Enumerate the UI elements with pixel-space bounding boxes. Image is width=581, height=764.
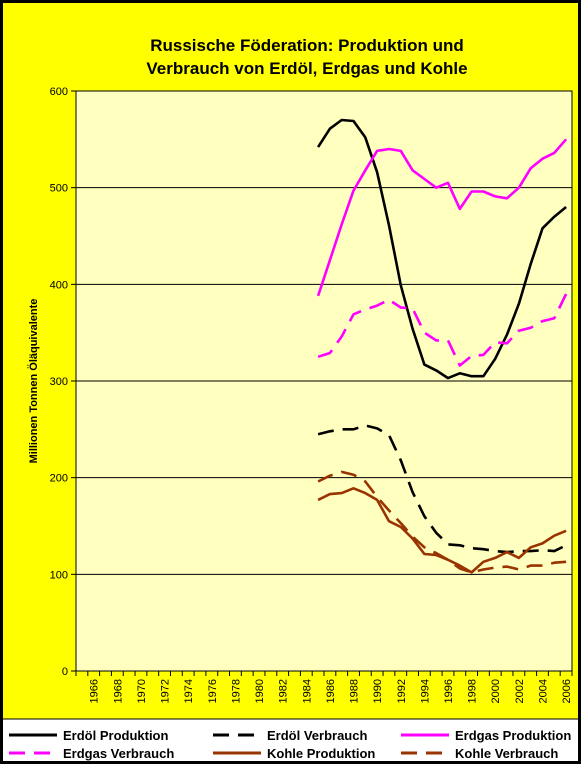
y-tick-label: 600	[50, 86, 68, 98]
x-tick-label: 1972	[160, 679, 172, 703]
x-tick-label: 1988	[349, 679, 361, 703]
x-tick-label: 1968	[112, 679, 124, 703]
x-tick-label: 2006	[561, 679, 573, 703]
series-line	[316, 138, 568, 297]
y-tick-label: 400	[50, 279, 68, 291]
y-tick-label: 200	[50, 473, 68, 485]
x-tick-label: 2000	[490, 679, 502, 703]
legend-label: Erdöl Verbrauch	[267, 728, 367, 743]
legend-box	[3, 719, 578, 761]
x-tick-label: 2004	[537, 679, 549, 703]
legend-label: Erdgas Verbrauch	[63, 746, 174, 761]
y-tick-label: 500	[50, 183, 68, 195]
legend-label: Erdgas Produktion	[455, 728, 571, 743]
chart-svg: Russische Föderation: Produktion und Ver…	[3, 36, 578, 761]
y-tick-label: 300	[50, 376, 68, 388]
y-tick-label: 100	[50, 569, 68, 581]
x-tick-label: 1996	[443, 679, 455, 703]
chart-title-line-1: Russische Föderation: Produktion und	[150, 36, 464, 55]
x-tick-label: 1974	[183, 679, 195, 703]
x-tick-label: 1994	[419, 679, 431, 703]
chart-title-line-2: Verbrauch von Erdöl, Erdgas und Kohle	[146, 59, 467, 78]
series-line	[317, 470, 567, 574]
x-tick-label: 1998	[467, 679, 479, 703]
x-tick-label: 1978	[230, 679, 242, 703]
y-tick-label: 0	[62, 666, 68, 678]
x-tick-label: 1982	[278, 679, 290, 703]
x-tick-label: 1970	[136, 679, 148, 703]
series-line	[317, 118, 567, 380]
x-tick-label: 1976	[207, 679, 219, 703]
x-tick-label: 1990	[372, 679, 384, 703]
x-tick-label: 1980	[254, 679, 266, 703]
x-tick-label: 1986	[325, 679, 337, 703]
x-tick-label: 1966	[89, 679, 101, 703]
series-lines	[316, 118, 568, 574]
legend: Erdöl Produktion Erdöl Verbrauch Erdgas Pr…	[9, 728, 571, 761]
legend-label: Kohle Verbrauch	[455, 746, 558, 761]
legend-label: Erdöl Produktion	[63, 728, 169, 743]
x-axis: 1966 1968 1970 1972 1974 1976 1978 1980 1982 1984…	[75, 671, 573, 703]
legend-label: Kohle Produktion	[267, 746, 375, 761]
x-tick-label: 2002	[514, 679, 526, 703]
y-axis: 0 100 200 300 400 500 600	[50, 86, 76, 678]
y-axis-label: Millionen Tonnen Öläquivalente	[27, 299, 40, 464]
x-tick-label: 1992	[396, 679, 408, 703]
x-tick-label: 1984	[301, 679, 313, 703]
series-line	[317, 293, 568, 367]
